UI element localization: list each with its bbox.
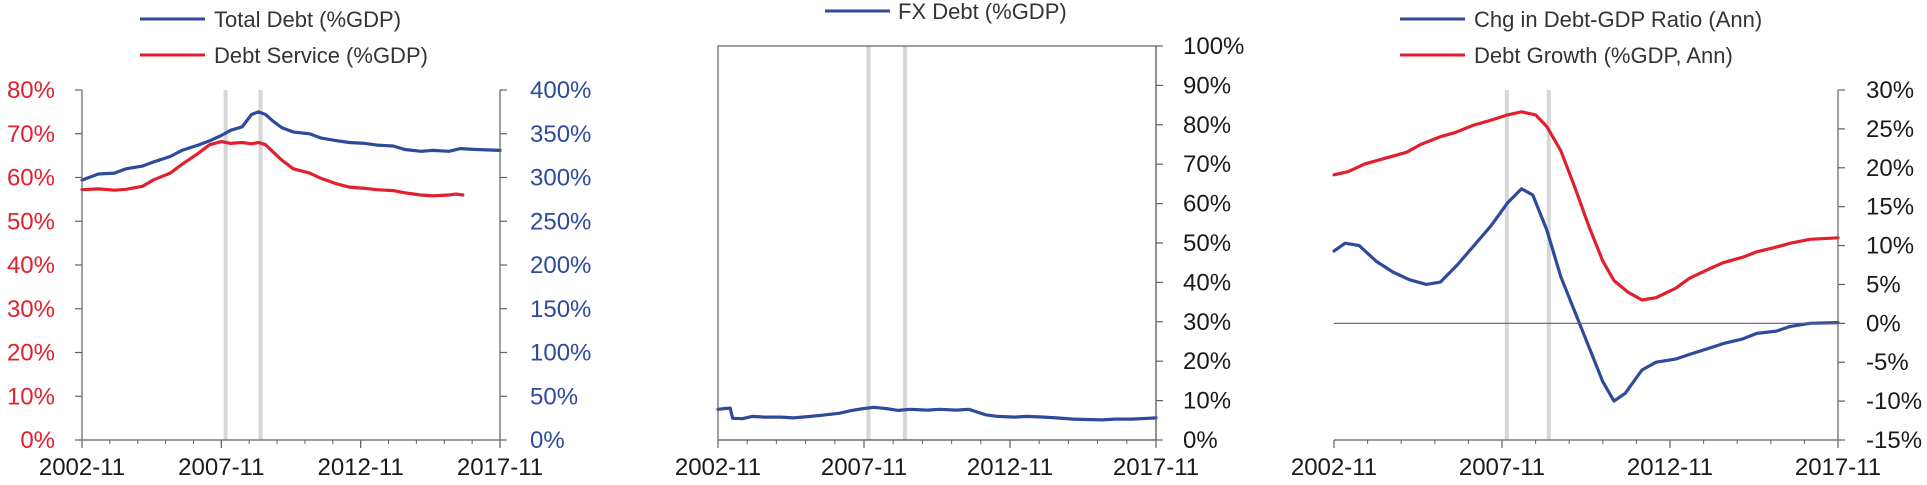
recession-band [258, 90, 263, 440]
legend-label-debt-growth: Debt Growth (%GDP, Ann) [1474, 43, 1733, 68]
right-axis-tick-label: 400% [530, 77, 591, 104]
right-axis-tick-label: 50% [530, 383, 578, 410]
left-axis-tick-label: 70% [7, 121, 55, 148]
right-axis-tick-label: -5% [1866, 349, 1909, 376]
right-axis-tick-label: 0% [530, 427, 565, 454]
right-axis-tick-label: 70% [1183, 151, 1231, 178]
right-axis-tick-label: 15% [1866, 194, 1914, 221]
plot-frame [717, 45, 1157, 441]
x-axis-tick-label: 2007-11 [821, 454, 907, 481]
right-axis-tick-label: 90% [1183, 72, 1231, 99]
right-axis-tick-label: 100% [530, 340, 591, 367]
chart-axes: 0% 10% 20% 30% 40% 50% 60% 70% 80% 0% 50% 100% 150% 2… [7, 77, 591, 481]
series-line-debt-service-gdp [80, 140, 465, 198]
right-axis-tick-label: 150% [530, 296, 591, 323]
series-line-chg-in-debt-gdp-ratio-ann [1332, 187, 1840, 403]
x-axis-tick-label: 2012-11 [1627, 454, 1713, 481]
recession-band [1546, 90, 1551, 440]
left-axis-tick-label: 20% [7, 340, 55, 367]
x-axis-tick-label: 2012-11 [318, 454, 404, 481]
right-axis-tick-label: 5% [1866, 271, 1901, 298]
series-line-fx-debt-gdp [716, 405, 1158, 422]
legend-label-chg-debt-gdp: Chg in Debt-GDP Ratio (Ann) [1474, 7, 1762, 32]
right-axis-tick-label: 0% [1183, 427, 1218, 454]
right-axis-tick-label: 10% [1183, 388, 1231, 415]
left-axis-tick-label: 40% [7, 252, 55, 279]
right-axis-tick-label: 50% [1183, 230, 1231, 257]
right-axis-tick-label: -15% [1866, 427, 1922, 454]
left-axis-tick-label: 0% [20, 427, 55, 454]
series-lines [80, 110, 502, 198]
legend-debt-growth: Chg in Debt-GDP Ratio (Ann) Debt Growth … [1400, 7, 1762, 68]
series-line-debt-growth-gdp-ann [1332, 110, 1840, 302]
recession-band [866, 46, 871, 440]
right-axis-tick-label: 60% [1183, 191, 1231, 218]
recession-band [902, 46, 907, 440]
right-axis-tick-label: 80% [1183, 112, 1231, 139]
right-axis-tick-label: 40% [1183, 269, 1231, 296]
right-axis-tick-label: 20% [1183, 348, 1231, 375]
right-axis-tick-label: 250% [530, 208, 591, 235]
right-axis-tick-label: 0% [1866, 310, 1901, 337]
x-axis-tick-label: 2012-11 [967, 454, 1053, 481]
x-axis-tick-label: 2002-11 [39, 454, 125, 481]
right-axis-tick-label: 300% [530, 165, 591, 192]
x-axis-tick-label: 2007-11 [178, 454, 264, 481]
left-axis-tick-label: 80% [7, 77, 55, 104]
left-axis-tick-label: 50% [7, 208, 55, 235]
x-axis-tick-label: 2007-11 [1459, 454, 1545, 481]
legend-fx-debt: FX Debt (%GDP) [825, 0, 1067, 24]
legend-total-debt: Total Debt (%GDP) Debt Service (%GDP) [140, 7, 428, 68]
recession-band [1504, 90, 1509, 440]
legend-label-debt-service: Debt Service (%GDP) [214, 43, 428, 68]
x-axis-tick-label: 2017-11 [457, 454, 543, 481]
right-axis-tick-label: 20% [1866, 155, 1914, 182]
series-lines [716, 405, 1158, 422]
recession-bands [1504, 90, 1551, 440]
left-axis-tick-label: 60% [7, 165, 55, 192]
right-axis-tick-label: 100% [1183, 33, 1244, 60]
recession-bands [866, 46, 907, 440]
left-axis-tick-label: 30% [7, 296, 55, 323]
left-axis-tick-label: 10% [7, 383, 55, 410]
right-axis-tick-label: 200% [530, 252, 591, 279]
right-axis-tick-label: 25% [1866, 116, 1914, 143]
x-axis-tick-label: 2002-11 [1291, 454, 1377, 481]
legend-label-fx-debt: FX Debt (%GDP) [898, 0, 1067, 24]
chart-axes: 0% 10% 20% 30% 40% 50% 60% 70% 80% 90% 100% 2002-11… [675, 33, 1245, 481]
chart-fx-debt: FX Debt (%GDP) 0% 10% 20% 30% 40% 50% 60% 70% 80… [675, 0, 1245, 481]
right-axis-tick-label: -10% [1866, 388, 1922, 415]
right-axis-tick-label: 10% [1866, 233, 1914, 260]
right-axis-tick-label: 30% [1866, 77, 1914, 104]
series-line-total-debt-gdp [80, 110, 502, 182]
legend-label-total-debt: Total Debt (%GDP) [214, 7, 401, 32]
x-axis-tick-label: 2017-11 [1113, 454, 1199, 481]
chart-debt-growth: Chg in Debt-GDP Ratio (Ann) Debt Growth … [1291, 7, 1922, 481]
x-axis-tick-label: 2002-11 [675, 454, 761, 481]
right-axis-tick-label: 350% [530, 121, 591, 148]
recession-bands [223, 90, 263, 440]
series-lines [1332, 110, 1840, 403]
x-axis-tick-label: 2017-11 [1795, 454, 1881, 481]
right-axis-tick-label: 30% [1183, 309, 1231, 336]
recession-band [223, 90, 228, 440]
chart-total-debt: Total Debt (%GDP) Debt Service (%GDP) 0%… [7, 7, 591, 481]
chart-axes: -15% -10% -5% 0% 5% 10% 15% 20% 25% 30% 2002-11 200… [1291, 77, 1922, 481]
